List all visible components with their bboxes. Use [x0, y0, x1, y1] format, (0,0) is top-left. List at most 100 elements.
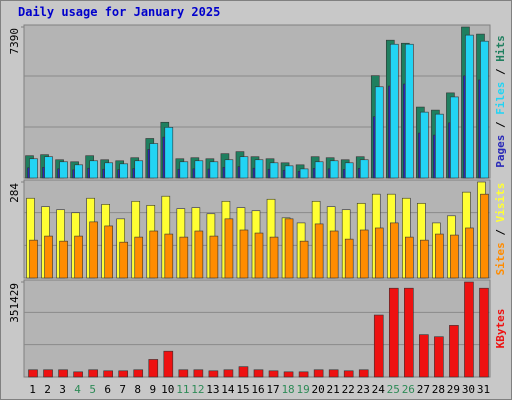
bar [252, 167, 256, 179]
bar [147, 149, 151, 179]
x-tick-label: 16 [251, 383, 264, 396]
bar [104, 162, 113, 179]
y-tick-label: 284 [8, 183, 21, 203]
bar [133, 369, 144, 378]
bar [162, 136, 166, 179]
bar [298, 371, 309, 378]
bar [269, 162, 279, 179]
bar [179, 236, 189, 279]
x-tick-label: 20 [312, 383, 325, 396]
bar [299, 240, 309, 279]
bar [435, 233, 444, 279]
x-tick-label: 9 [149, 383, 156, 396]
x-tick-label: 24 [372, 383, 386, 396]
x-tick-label: 27 [417, 383, 430, 396]
bar [465, 34, 474, 179]
x-tick-label: 2 [44, 383, 51, 396]
x-tick-label: 11 [176, 383, 189, 396]
bar [329, 230, 339, 279]
bar [344, 162, 354, 179]
bar [238, 366, 249, 378]
bar [254, 232, 264, 279]
legend: KBytes [494, 309, 507, 349]
x-tick-label: 15 [236, 383, 249, 396]
bar [103, 370, 113, 378]
bar [268, 370, 279, 378]
x-tick-label: 7 [119, 383, 126, 396]
bar [299, 168, 309, 179]
bar [177, 168, 181, 179]
bar [89, 221, 98, 279]
bar [464, 281, 474, 378]
legend-entry: Pages [494, 135, 507, 168]
bar [59, 161, 68, 179]
bar [253, 369, 264, 378]
bar [72, 169, 75, 179]
bar [194, 160, 204, 179]
legend-separator: / [494, 115, 507, 135]
bar [405, 43, 414, 179]
bar [239, 156, 249, 179]
bar [73, 371, 83, 378]
x-tick-label: 10 [161, 383, 174, 396]
x-tick-label: 8 [134, 383, 141, 396]
bar [102, 168, 105, 179]
x-tick-label: 4 [74, 383, 81, 396]
bar [449, 325, 459, 378]
bar [149, 230, 159, 279]
bar [223, 369, 234, 378]
y-tick-label: 351429 [8, 283, 21, 323]
bar [480, 40, 489, 179]
bar [179, 161, 189, 179]
bar [450, 96, 459, 179]
bar [343, 370, 354, 378]
x-tick-label: 5 [89, 383, 96, 396]
bar [389, 43, 399, 179]
bar [405, 236, 414, 279]
bar [374, 227, 384, 279]
x-tick-label: 30 [462, 383, 475, 396]
bar [359, 229, 369, 279]
bar [163, 350, 174, 378]
bar [208, 370, 219, 378]
x-tick-label: 19 [296, 383, 309, 396]
bar [209, 161, 219, 179]
y-tick-label: 7390 [8, 28, 21, 55]
bar [29, 158, 38, 179]
bar [314, 161, 324, 179]
bar [192, 168, 196, 179]
bar [134, 236, 144, 279]
bar [239, 229, 249, 279]
legend-entry: Hits [494, 35, 507, 62]
bar [29, 239, 38, 279]
bar [44, 156, 53, 179]
bar [284, 165, 294, 179]
bar [283, 371, 294, 378]
bar [59, 240, 68, 279]
bar [89, 160, 98, 179]
bar [254, 159, 264, 179]
bar [43, 369, 53, 378]
bar [480, 193, 489, 279]
bar [419, 334, 429, 378]
bar [388, 287, 399, 378]
x-tick-label: 6 [104, 383, 111, 396]
bar [74, 164, 83, 179]
bar [194, 230, 204, 279]
bar [450, 234, 459, 279]
x-tick-label: 14 [221, 383, 235, 396]
bar [118, 370, 129, 378]
bar [207, 168, 211, 179]
bar [104, 225, 113, 279]
bar [313, 369, 324, 378]
bar [148, 359, 159, 378]
chart-title: Daily usage for January 2025 [18, 5, 220, 19]
bar [132, 168, 136, 179]
bar [74, 235, 83, 279]
bar [209, 235, 219, 279]
legend-separator: / [494, 62, 507, 82]
bar [224, 159, 234, 179]
bar [314, 223, 324, 279]
x-tick-label: 31 [477, 383, 490, 396]
